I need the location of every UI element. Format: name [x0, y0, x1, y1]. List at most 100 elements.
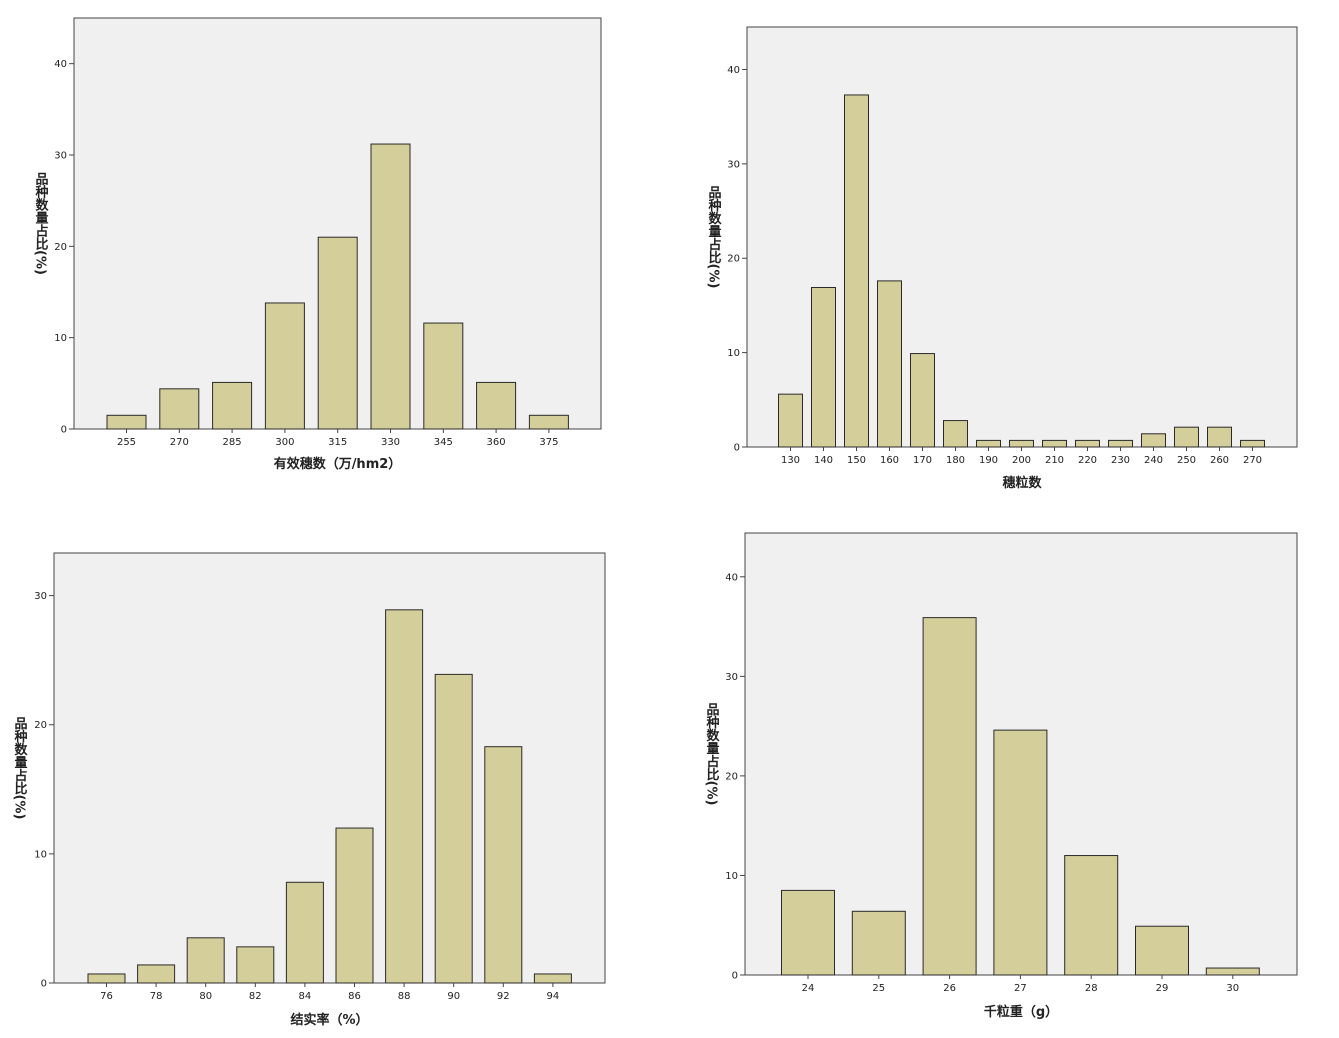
- x-tick-label: 170: [913, 455, 932, 466]
- y-tick-label: 10: [725, 871, 738, 882]
- x-tick-label: 27: [1014, 983, 1027, 994]
- y-axis-title: 品种数量占比(%): [33, 172, 50, 275]
- x-tick-label: 88: [398, 991, 411, 1002]
- x-tick-label: 86: [348, 991, 361, 1002]
- bar-315: [317, 236, 358, 430]
- x-tick-label: 260: [1210, 455, 1229, 466]
- x-tick-label: 28: [1085, 983, 1098, 994]
- x-tick-label: 150: [847, 455, 866, 466]
- x-tick-label: 92: [497, 991, 510, 1002]
- x-tick-label: 25: [872, 983, 885, 994]
- bar-94: [533, 973, 572, 984]
- bar-250: [1174, 426, 1199, 448]
- bar-300: [264, 302, 305, 430]
- bar-86: [335, 827, 374, 984]
- chart-panel-seed-setting-rate: 0 10 20 30 76 78 80 82 84 86 88 90 92 94 结实率（%） 品种数量占比(…: [12, 552, 606, 1028]
- x-tick-label: 160: [880, 455, 899, 466]
- y-tick-label: 20: [727, 254, 740, 265]
- x-tick-label: 360: [487, 437, 506, 448]
- y-tick-label: 0: [732, 971, 738, 982]
- y-axis-title: 品种数量占比(%): [706, 186, 723, 289]
- bar-76: [87, 973, 126, 984]
- y-tick-label: 0: [734, 443, 740, 454]
- bar-84: [285, 881, 324, 984]
- x-tick-label: 130: [781, 455, 800, 466]
- x-tick-label: 240: [1144, 455, 1163, 466]
- bar-190: [976, 439, 1001, 448]
- bar-230: [1108, 439, 1133, 448]
- x-tick-label: 315: [328, 437, 347, 448]
- bar-24: [781, 889, 835, 976]
- bar-330: [370, 143, 411, 430]
- x-tick-label: 250: [1177, 455, 1196, 466]
- x-axis-title: 千粒重（g）: [984, 1004, 1058, 1020]
- x-tick-label: 90: [447, 991, 460, 1002]
- bar-285: [212, 381, 253, 430]
- bar-255: [106, 414, 147, 430]
- y-tick-label: 40: [54, 59, 67, 70]
- y-tick-label: 30: [34, 591, 47, 602]
- x-tick-label: 345: [434, 437, 453, 448]
- y-tick-label: 0: [61, 425, 67, 436]
- x-tick-label: 270: [170, 437, 189, 448]
- bar-260: [1207, 426, 1232, 448]
- x-tick-label: 210: [1045, 455, 1064, 466]
- bar-80: [186, 937, 225, 984]
- y-tick-label: 10: [54, 333, 67, 344]
- chart-panel-spike-count: 0 10 20 30 40 255 270 285 300 315 330 345 360 375 有效穗数…: [33, 17, 602, 472]
- bar-220: [1075, 439, 1100, 448]
- bar-170: [910, 353, 935, 448]
- y-tick-label: 30: [54, 151, 67, 162]
- x-tick-label: 82: [249, 991, 262, 1002]
- plot-area: [53, 552, 606, 984]
- bar-25: [851, 910, 906, 976]
- x-tick-label: 330: [381, 437, 400, 448]
- y-tick-label: 30: [725, 672, 738, 683]
- y-tick-label: 40: [727, 65, 740, 76]
- x-tick-label: 84: [299, 991, 312, 1002]
- bar-345: [423, 322, 464, 430]
- x-tick-label: 140: [814, 455, 833, 466]
- x-axis-title: 穗粒数: [1002, 475, 1042, 491]
- bar-375: [528, 414, 569, 430]
- bar-82: [236, 946, 275, 984]
- bar-160: [877, 280, 902, 448]
- bar-270: [159, 388, 200, 430]
- bar-210: [1042, 439, 1067, 448]
- x-tick-label: 255: [117, 437, 136, 448]
- x-tick-label: 80: [199, 991, 212, 1002]
- x-tick-label: 200: [1012, 455, 1031, 466]
- bar-140: [811, 286, 836, 448]
- x-tick-label: 190: [979, 455, 998, 466]
- x-tick-label: 24: [802, 983, 815, 994]
- bar-90: [434, 673, 473, 984]
- x-tick-label: 285: [223, 437, 242, 448]
- bar-270: [1240, 439, 1265, 448]
- bar-30: [1205, 967, 1260, 976]
- chart-panel-thousand-grain-weight: 0 10 20 30 40 24 25 26 27 28 29 30 千粒重（g） 品种数量占比(%): [704, 532, 1298, 1020]
- x-tick-label: 76: [100, 991, 113, 1002]
- bar-78: [137, 964, 176, 984]
- bar-26: [922, 617, 977, 976]
- bar-29: [1135, 925, 1189, 976]
- y-tick-label: 20: [34, 720, 47, 731]
- y-tick-label: 10: [34, 849, 47, 860]
- bar-92: [484, 746, 523, 984]
- x-tick-label: 30: [1226, 983, 1239, 994]
- x-tick-label: 230: [1111, 455, 1130, 466]
- bar-27: [993, 729, 1048, 976]
- y-tick-label: 20: [725, 771, 738, 782]
- y-tick-label: 20: [54, 242, 67, 253]
- x-axis-title: 有效穗数（万/hm2）: [274, 456, 402, 472]
- bar-28: [1064, 855, 1119, 976]
- x-tick-label: 26: [943, 983, 956, 994]
- x-tick-label: 180: [946, 455, 965, 466]
- y-tick-label: 0: [41, 979, 47, 990]
- x-tick-label: 94: [547, 991, 560, 1002]
- bar-200: [1009, 439, 1034, 448]
- x-tick-label: 270: [1243, 455, 1262, 466]
- x-axis-title: 结实率（%）: [290, 1012, 368, 1028]
- y-tick-label: 10: [727, 348, 740, 359]
- bar-240: [1141, 433, 1166, 448]
- chart-panel-grains-per-spike: 0 10 20 30 40 130 140 150 160 170 180 190 200 210 220 2…: [706, 26, 1298, 491]
